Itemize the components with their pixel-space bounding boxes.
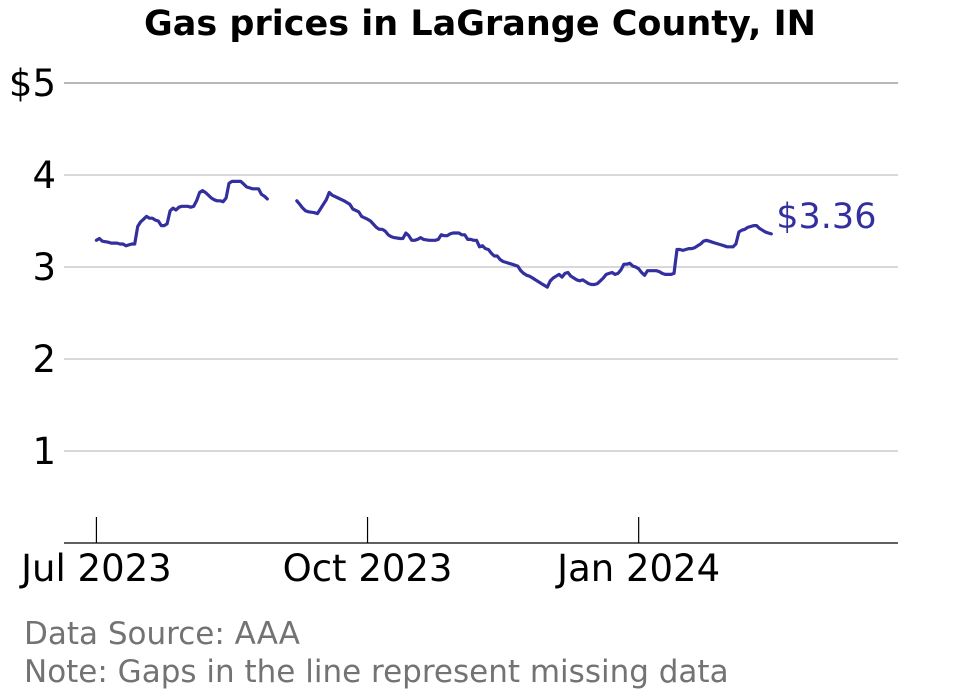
- y-tick-label: $5: [9, 62, 56, 105]
- y-tick-label: 3: [32, 246, 56, 289]
- y-tick-label: 1: [32, 430, 56, 473]
- series-line-segment: [295, 190, 773, 289]
- x-tick-label: Jul 2023: [19, 547, 172, 590]
- y-tick-label: 2: [32, 338, 56, 381]
- x-axis-ticks: Jul 2023 Oct 2023 Jan 2024: [19, 517, 720, 590]
- x-tick-label: Jan 2024: [555, 547, 720, 590]
- chart-title: Gas prices in LaGrange County, IN: [144, 4, 816, 44]
- line-chart: 1 2 3 4 $5 Jul 2023 Oct 2023 Jan 2024 $3.36: [9, 62, 898, 590]
- y-axis-tick-labels: 1 2 3 4 $5: [9, 62, 56, 473]
- end-value-label: $3.36: [776, 197, 876, 237]
- series-line-segment: [94, 179, 269, 248]
- series-lines: [94, 179, 773, 289]
- y-tick-label: 4: [32, 154, 56, 197]
- data-source-note: Data Source: AAA: [24, 616, 300, 652]
- gap-note: Note: Gaps in the line represent missing…: [24, 654, 729, 690]
- x-tick-label: Oct 2023: [283, 547, 453, 590]
- gridlines: [64, 82, 898, 452]
